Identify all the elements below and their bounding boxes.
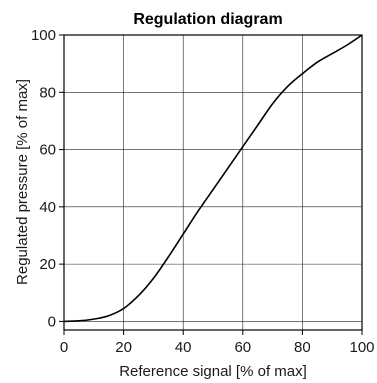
- y-tick-label: 100: [31, 27, 56, 44]
- y-tick-label: 40: [39, 199, 56, 216]
- y-tick-label: 0: [48, 313, 56, 330]
- x-tick-label: 60: [234, 339, 251, 356]
- x-axis-label: Reference signal [% of max]: [119, 363, 307, 380]
- y-tick-labels: 0 20 40 60 80 100: [31, 27, 56, 330]
- y-tick-label: 20: [39, 256, 56, 273]
- x-tick-labels: 0 20 40 60 80 100: [60, 339, 375, 356]
- y-axis-label: Regulated pressure [% of max]: [14, 79, 31, 285]
- y-tick-label: 60: [39, 142, 56, 159]
- axis-ticks: [59, 34, 363, 335]
- x-tick-label: 0: [60, 339, 68, 356]
- x-tick-label: 20: [115, 339, 132, 356]
- y-tick-label: 80: [39, 84, 56, 101]
- grid: [64, 35, 362, 330]
- plot-frame: [63, 34, 363, 331]
- x-tick-label: 100: [349, 339, 374, 356]
- x-tick-label: 80: [294, 339, 311, 356]
- pressure-curve: [63, 34, 363, 323]
- chart-title: Regulation diagram: [133, 11, 282, 28]
- x-tick-label: 40: [175, 339, 192, 356]
